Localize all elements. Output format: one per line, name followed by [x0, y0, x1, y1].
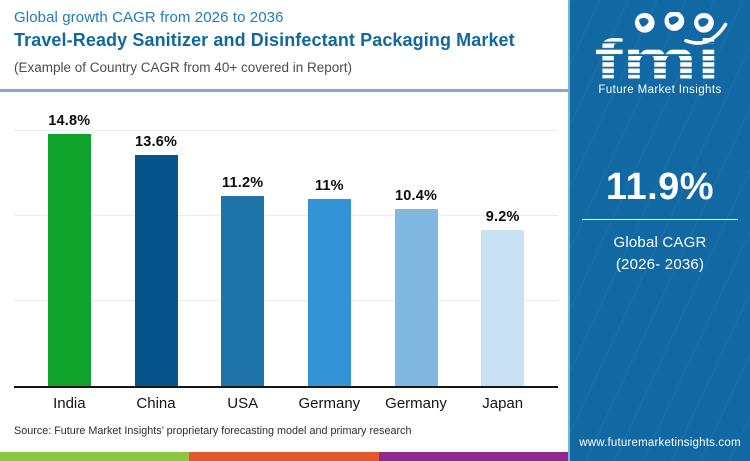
stat-divider	[582, 219, 738, 220]
xaxis-labels: India China USA Germany Germany Japan	[14, 388, 558, 412]
bar-column-germany-3: 11%	[286, 92, 373, 386]
fmi-logo-icon: fmi	[594, 12, 728, 82]
globe-asia-icon	[694, 12, 714, 33]
bar-column-usa-2: 11.2%	[199, 92, 286, 386]
bar	[394, 209, 438, 386]
logo-swoosh	[684, 22, 728, 45]
stat-value: 11.9%	[605, 166, 715, 208]
bar	[481, 229, 525, 386]
bar-column-india-0: 14.8%	[26, 92, 113, 386]
bar	[221, 195, 265, 386]
chart-header: Global growth CAGR from 2026 to 2036 Tra…	[0, 0, 568, 89]
chart-subtitle-note: (Example of Country CAGR from 40+ covere…	[14, 60, 353, 75]
bar-value-label: 14.8%	[48, 113, 91, 130]
bars-row: 14.8% 13.6% 11.2% 11% 10.4% 9.2%	[26, 92, 546, 386]
bar-value-label: 11%	[314, 178, 344, 194]
strip-segment-0	[0, 452, 190, 461]
gridline-15pct	[14, 130, 558, 131]
brand-sidebar: fmi Future Market Insights 11.9% Global …	[568, 0, 750, 461]
bar-column-japan-5: 9.2%	[459, 92, 546, 386]
strip-segment-2	[378, 452, 568, 461]
x-axis-label: Japan	[482, 395, 524, 412]
stat-label-line2: (2026- 2036)	[615, 255, 705, 273]
global-cagr-stat: 11.9% Global CAGR (2026- 2036)	[570, 166, 750, 276]
x-axis-label: Germany	[385, 395, 447, 412]
bar-value-label: 13.6%	[134, 133, 178, 150]
page-title: Travel-Ready Sanitizer and Disinfectant …	[14, 30, 515, 50]
chart-eyebrow: Global growth CAGR from 2026 to 2036	[14, 9, 284, 26]
gridline-10pct	[14, 215, 558, 216]
bar-column-china-1: 13.6%	[113, 92, 200, 386]
fmi-logo-text: fmi	[594, 28, 720, 82]
plot-area: 14.8% 13.6% 11.2% 11% 10.4% 9.2%	[14, 92, 558, 388]
header-divider	[0, 89, 568, 92]
x-axis-label: China	[136, 395, 176, 412]
x-axis-label: USA	[227, 395, 259, 412]
source-note: Source: Future Market Insights’ propriet…	[14, 425, 412, 437]
bar-value-label: 10.4%	[394, 188, 438, 205]
website-link[interactable]: www.futuremarketinsights.com	[579, 437, 741, 449]
stat-label-line1: Global CAGR	[613, 234, 707, 251]
x-axis-label: India	[53, 395, 86, 412]
bar-column-germany-4: 10.4%	[373, 92, 460, 386]
gridline-5pct	[14, 300, 558, 301]
bar	[134, 154, 178, 386]
logo-caption: Future Market Insights	[598, 84, 722, 96]
globe-europe-icon	[664, 12, 685, 31]
bar-value-label: 9.2%	[485, 208, 520, 225]
bar	[307, 199, 351, 386]
bar-value-label: 11.2%	[222, 174, 264, 191]
strip-segment-1	[189, 452, 379, 461]
globe-americas-icon	[634, 12, 655, 33]
bar	[47, 134, 91, 386]
footer-color-strip	[0, 452, 568, 461]
chart-panel: Global growth CAGR from 2026 to 2036 Tra…	[0, 0, 568, 461]
x-axis-label: Germany	[298, 395, 361, 412]
